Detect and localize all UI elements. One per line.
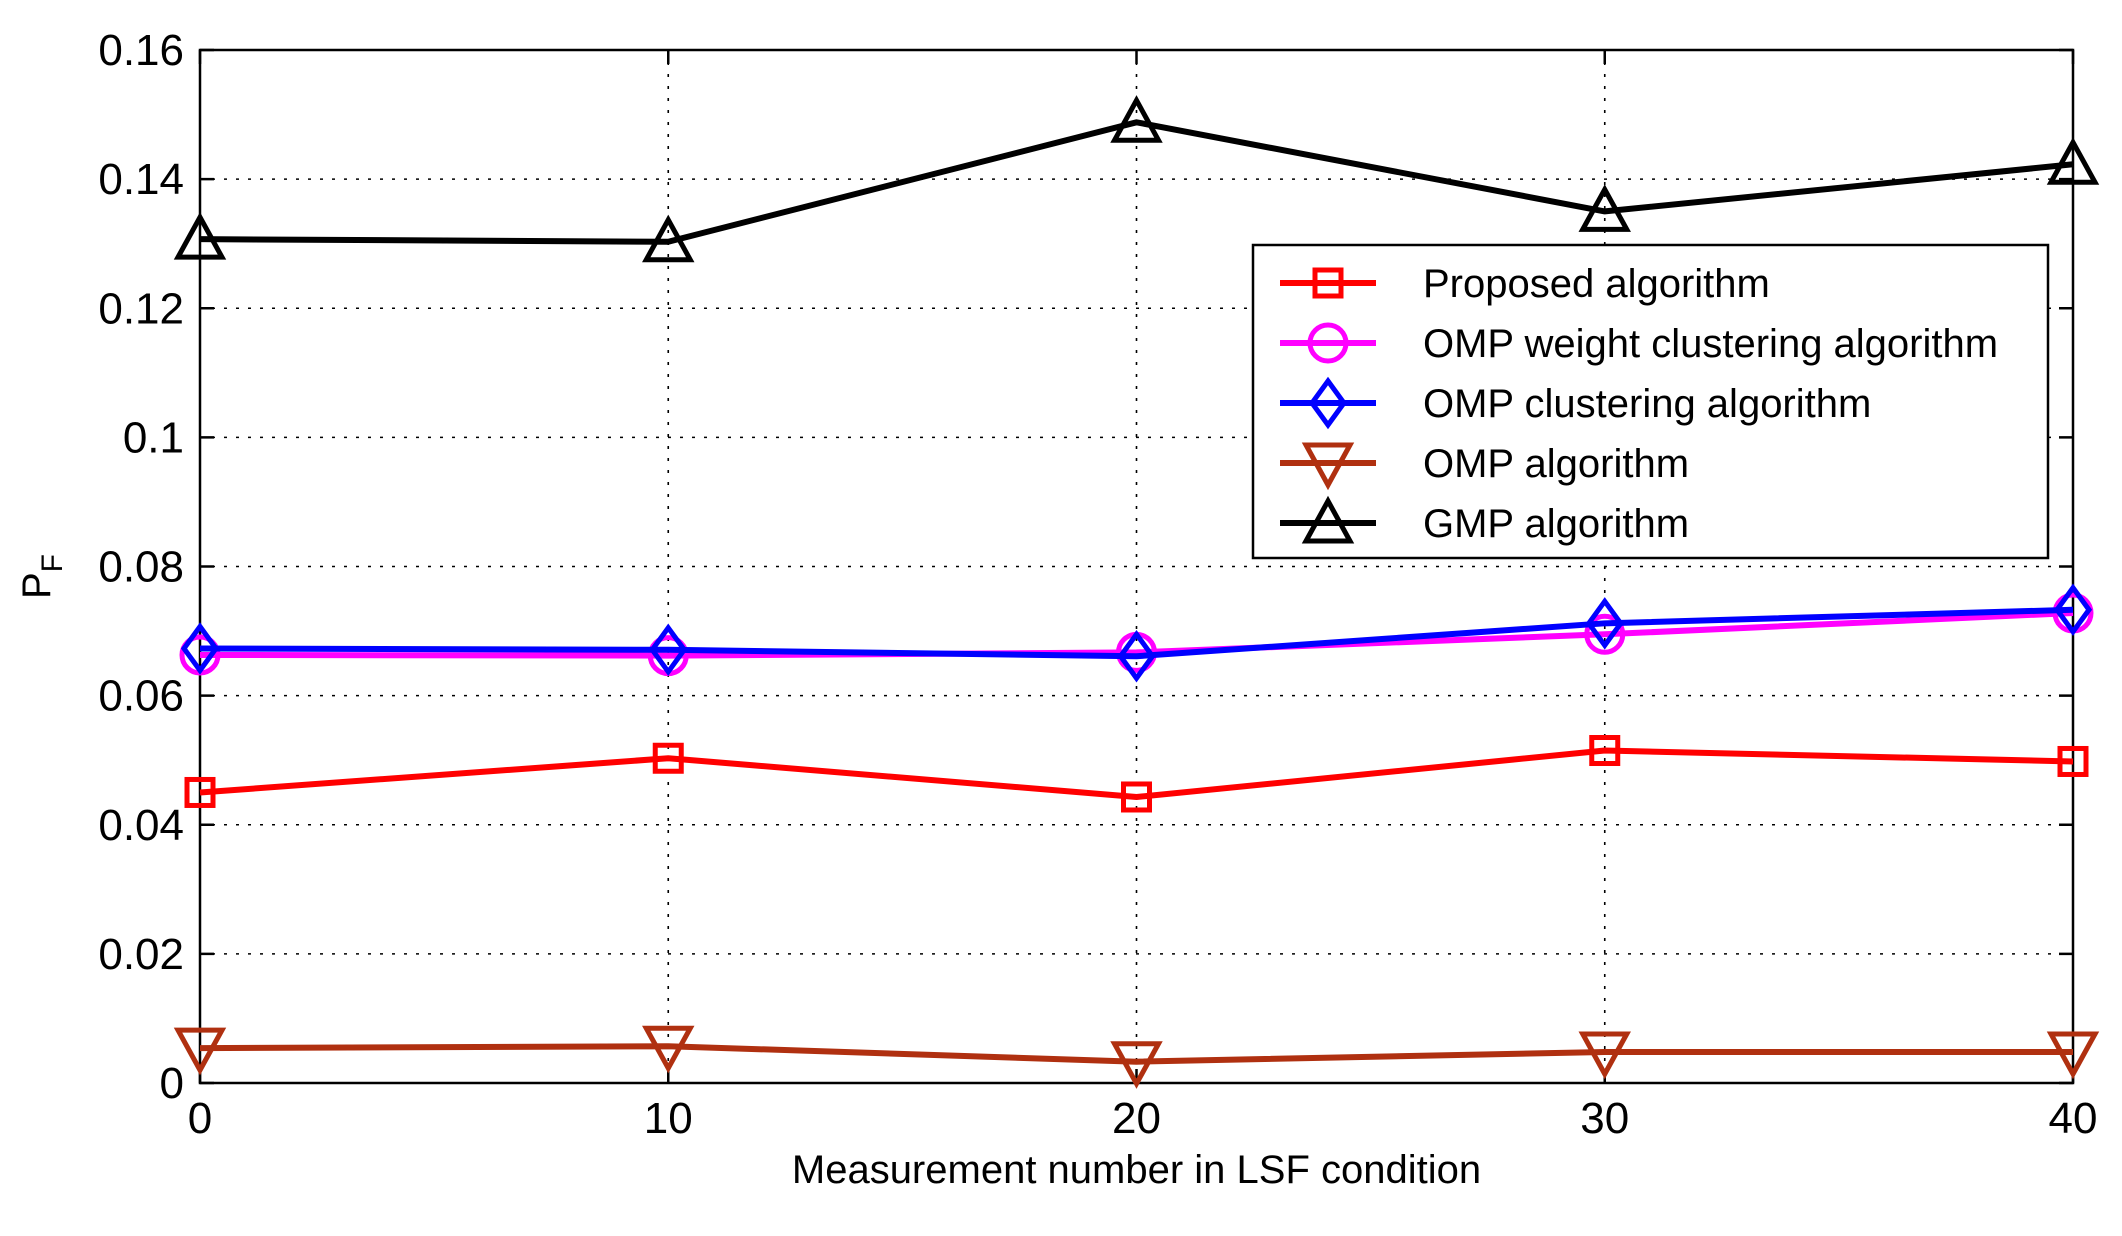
- series-lines: [173, 95, 2100, 1089]
- data-point-marker: [184, 776, 216, 808]
- data-point-marker: [1578, 1031, 1631, 1080]
- legend-entry: OMP clustering algorithm: [1280, 376, 1871, 430]
- legend-entry: OMP weight clustering algorithm: [1280, 322, 1998, 366]
- data-point-marker: [652, 742, 684, 774]
- y-tick-label: 0.02: [98, 930, 184, 979]
- series-line: [199, 1043, 2073, 1065]
- series-0: [184, 735, 2089, 813]
- data-point-marker: [2057, 745, 2089, 777]
- grid-lines: [200, 50, 2073, 1083]
- y-tick-label: 0.16: [98, 26, 184, 75]
- legend-marker: [1307, 322, 1349, 364]
- data-point-marker: [642, 214, 695, 263]
- data-point-marker: [2046, 137, 2100, 185]
- legend-label: OMP algorithm: [1423, 442, 1689, 486]
- y-tick-label: 0.08: [98, 543, 184, 592]
- x-tick-label: 20: [1112, 1094, 1161, 1143]
- data-point-marker: [1578, 184, 1631, 232]
- y-axis-ticks: 0 0.02 0.04 0.06 0.08 0.1 0.12 0.14 0.16: [98, 26, 2073, 1108]
- y-tick-label: 0.06: [98, 672, 184, 721]
- x-axis-label: Measurement number in LSF condition: [792, 1148, 1481, 1192]
- y-axis-label-main: P: [15, 572, 59, 599]
- legend-marker: [1312, 267, 1344, 299]
- x-tick-label: 30: [1580, 1094, 1629, 1143]
- x-tick-label: 10: [644, 1094, 693, 1143]
- series-3: [173, 1025, 2100, 1089]
- y-tick-label: 0.14: [98, 155, 184, 204]
- x-tick-label: 0: [188, 1094, 212, 1143]
- series-4: [173, 95, 2100, 263]
- data-point-marker: [1584, 613, 1626, 655]
- x-axis-ticks: 0 10 20 30 40: [188, 50, 2098, 1143]
- legend-marker: [1301, 495, 1355, 544]
- data-point-marker: [173, 211, 227, 260]
- y-tick-label: 0: [160, 1059, 184, 1108]
- legend-label: Proposed algorithm: [1423, 262, 1770, 306]
- data-point-marker: [649, 623, 688, 677]
- y-axis-label-subscript: F: [36, 554, 69, 572]
- data-point-marker: [2046, 1031, 2100, 1080]
- data-point-marker: [642, 1025, 695, 1074]
- y-axis-label: PF: [15, 554, 69, 599]
- legend-marker: [1301, 442, 1355, 491]
- data-point-marker: [1589, 735, 1621, 767]
- legend-entry: OMP algorithm: [1280, 442, 1689, 491]
- legend-label: OMP weight clustering algorithm: [1423, 322, 1998, 366]
- y-tick-label: 0.12: [98, 284, 184, 333]
- data-point-marker: [173, 1027, 227, 1076]
- legend-label: GMP algorithm: [1423, 502, 1689, 546]
- series-line: [199, 747, 2074, 800]
- legend-entry: GMP algorithm: [1280, 495, 1689, 546]
- data-point-marker: [1121, 781, 1152, 813]
- y-tick-label: 0.1: [123, 413, 184, 462]
- legend-marker: [1308, 376, 1348, 430]
- legend-label: OMP clustering algorithm: [1423, 382, 1871, 426]
- series-line: [199, 609, 2074, 659]
- legend-entry: Proposed algorithm: [1280, 262, 1770, 306]
- series-line: [199, 119, 2074, 245]
- data-point-marker: [1585, 597, 1624, 650]
- series-1: [179, 592, 2094, 677]
- data-point-marker: [180, 622, 220, 675]
- data-point-marker: [1117, 629, 1156, 683]
- y-tick-label: 0.04: [98, 801, 184, 850]
- legend-box: [1251, 243, 2050, 560]
- data-point-marker: [2053, 583, 2093, 637]
- series-2: [180, 583, 2093, 683]
- data-point-marker: [1110, 1041, 1163, 1089]
- data-point-marker: [1110, 95, 1163, 143]
- series-line: [199, 606, 2074, 660]
- legend: Proposed algorithm OMP weight clustering …: [1251, 243, 2050, 560]
- x-tick-label: 40: [2049, 1094, 2098, 1143]
